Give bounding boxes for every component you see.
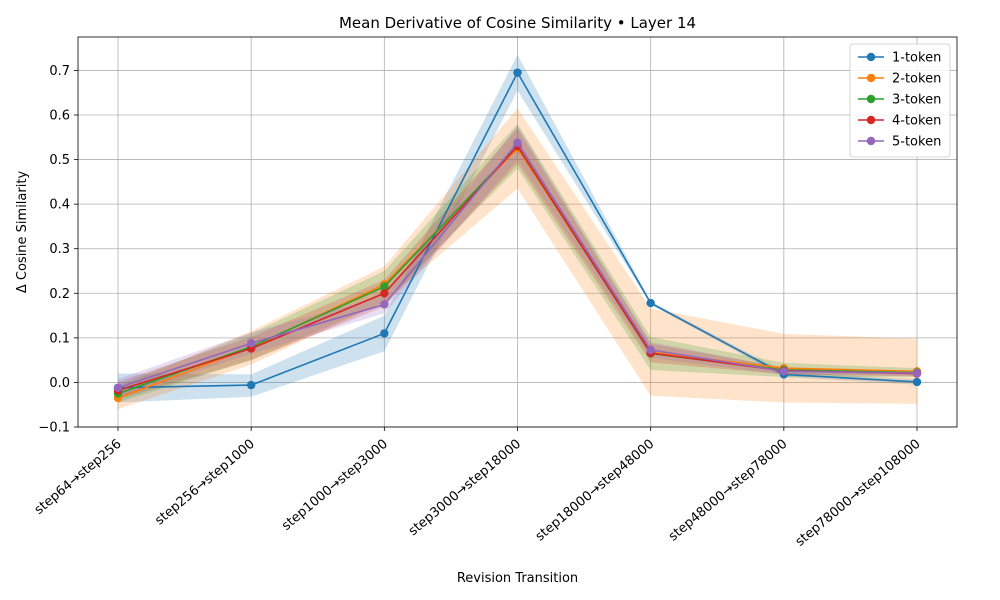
x-axis-ticks: step64→step256 step256→step1000 step1000→s… xyxy=(32,427,924,550)
x-tick-label: step256→step1000 xyxy=(152,437,257,529)
point-1-token xyxy=(380,329,389,338)
confidence-bands xyxy=(118,54,917,410)
band-5-token xyxy=(118,125,917,397)
point-5-token xyxy=(246,339,256,348)
x-tick-label: step1000→step3000 xyxy=(279,437,391,534)
point-1-token xyxy=(513,68,522,77)
y-axis-label: Δ Cosine Similarity xyxy=(15,171,30,294)
point-5-token xyxy=(912,368,922,378)
point-1-token xyxy=(246,380,256,390)
x-tick-label: step78000→step108000 xyxy=(793,437,924,550)
grid xyxy=(78,37,957,428)
y-axis-ticks: −0.1 0.0 0.1 0.2 0.3 0.4 0.5 0.6 0.7 xyxy=(38,64,78,436)
y-tick-label: 0.7 xyxy=(49,64,70,79)
series-lines xyxy=(113,68,922,403)
y-tick-label: 0.3 xyxy=(49,242,70,257)
point-5-token xyxy=(113,383,123,392)
point-5-token xyxy=(380,300,389,309)
point-5-token xyxy=(646,345,655,355)
legend-marker xyxy=(866,94,876,104)
y-tick-label: 0.6 xyxy=(49,109,70,124)
point-4-token xyxy=(380,289,389,298)
point-5-token xyxy=(779,367,789,376)
legend-marker xyxy=(866,73,876,83)
y-tick-label: 0.4 xyxy=(49,198,70,213)
legend-label: 5-token xyxy=(892,135,941,150)
legend-marker xyxy=(866,136,876,146)
legend-box xyxy=(849,43,951,158)
legend-label: 4-token xyxy=(892,114,941,129)
y-tick-label: 0.0 xyxy=(49,376,70,391)
legend-label: 2-token xyxy=(892,72,941,87)
x-tick-label: step3000→step18000 xyxy=(406,437,524,539)
y-tick-label: 0.1 xyxy=(49,331,70,346)
x-tick-label: step64→step256 xyxy=(32,437,125,518)
y-tick-label: 0.5 xyxy=(49,153,70,168)
y-tick-label: −0.1 xyxy=(38,421,70,436)
x-axis-label: Revision Transition xyxy=(457,571,578,586)
point-1-token xyxy=(646,298,655,308)
band-3-token xyxy=(118,123,917,403)
chart-title: Mean Derivative of Cosine Similarity • L… xyxy=(339,14,696,32)
legend: 1-token 2-token 3-token 4-token 5-token xyxy=(849,43,951,158)
point-5-token xyxy=(513,138,522,147)
legend-label: 3-token xyxy=(892,93,941,108)
point-3-token xyxy=(380,282,389,291)
legend-label: 1-token xyxy=(892,51,941,66)
legend-marker xyxy=(866,52,876,62)
band-4-token xyxy=(118,128,917,400)
legend-marker xyxy=(866,115,876,125)
y-tick-label: 0.2 xyxy=(49,287,70,302)
x-tick-label: step18000→step48000 xyxy=(533,437,657,545)
point-1-token xyxy=(912,377,922,387)
x-tick-label: step48000→step78000 xyxy=(666,437,790,545)
band-2-token xyxy=(118,108,917,410)
